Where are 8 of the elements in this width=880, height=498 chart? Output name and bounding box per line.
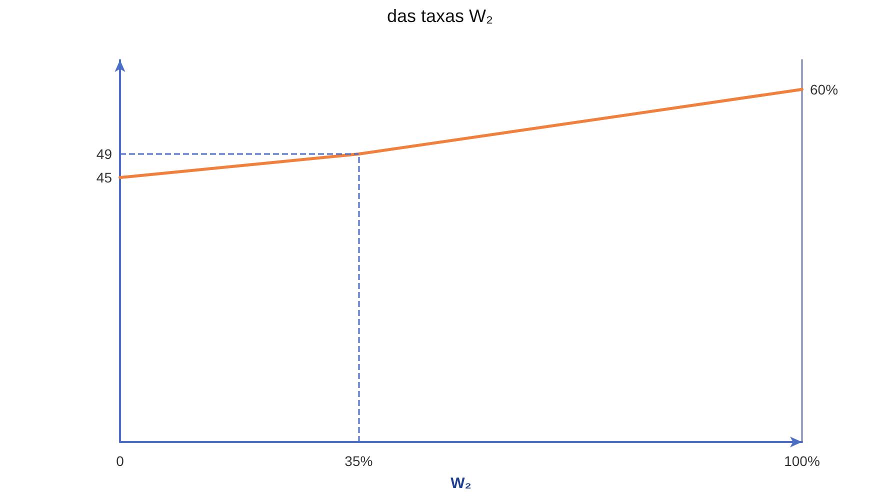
x-tick-label: 100%: [784, 453, 820, 469]
y-tick-label: 45: [96, 170, 112, 186]
chart-title: das taxas W₂: [386, 6, 494, 26]
x-tick-label: 35%: [344, 453, 373, 469]
y-tick-label: 49: [96, 146, 112, 162]
x-tick-label: 0: [116, 453, 124, 469]
x-axis-title: W₂: [450, 475, 472, 492]
annotation: 60%: [810, 81, 838, 98]
